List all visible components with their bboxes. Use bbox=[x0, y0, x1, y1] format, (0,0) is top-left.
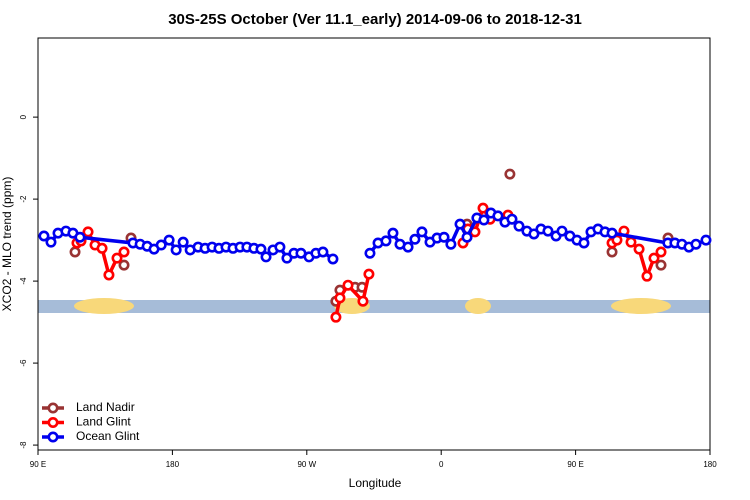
x-tick-label: 90 W bbox=[297, 460, 316, 469]
legend-marker bbox=[47, 402, 59, 414]
data-point bbox=[578, 237, 590, 249]
data-point bbox=[330, 311, 342, 323]
data-point bbox=[690, 238, 702, 250]
x-tick-label: 90 E bbox=[567, 460, 583, 469]
data-point bbox=[445, 238, 457, 250]
y-tick-label: 0 bbox=[19, 114, 28, 119]
data-point bbox=[506, 213, 518, 225]
data-point bbox=[260, 251, 272, 263]
y-tick-label: -4 bbox=[19, 277, 28, 285]
data-point bbox=[402, 241, 414, 253]
data-point bbox=[409, 233, 421, 245]
data-point bbox=[281, 252, 293, 264]
ocean-band bbox=[38, 300, 710, 313]
data-point bbox=[478, 214, 490, 226]
x-tick-label: 0 bbox=[439, 460, 444, 469]
land-area bbox=[74, 298, 134, 314]
legend-label: Land Glint bbox=[76, 415, 131, 429]
x-axis-label: Longitude bbox=[349, 476, 402, 490]
data-point bbox=[255, 243, 267, 255]
data-point bbox=[155, 239, 167, 251]
data-point bbox=[461, 231, 473, 243]
data-point bbox=[364, 247, 376, 259]
data-point bbox=[556, 225, 568, 237]
data-point bbox=[177, 236, 189, 248]
data-point bbox=[606, 246, 618, 258]
x-tick-label: 180 bbox=[166, 460, 180, 469]
legend-label: Ocean Glint bbox=[76, 429, 140, 443]
data-point bbox=[641, 270, 653, 282]
data-point bbox=[454, 218, 466, 230]
legend-marker bbox=[47, 416, 59, 428]
data-point bbox=[274, 241, 286, 253]
chart-title: 30S-25S October (Ver 11.1_early) 2014-09… bbox=[168, 11, 582, 28]
data-point bbox=[317, 246, 329, 258]
data-point bbox=[655, 246, 667, 258]
data-point bbox=[625, 236, 637, 248]
data-point bbox=[606, 227, 618, 239]
data-point bbox=[334, 292, 346, 304]
data-point bbox=[111, 252, 123, 264]
data-point bbox=[513, 220, 525, 232]
legend-marker bbox=[47, 431, 59, 443]
data-point bbox=[45, 236, 57, 248]
y-tick-label: -6 bbox=[19, 359, 28, 367]
data-point bbox=[655, 259, 667, 271]
y-tick-label: -2 bbox=[19, 195, 28, 203]
data-point bbox=[648, 252, 660, 264]
plot-frame bbox=[37, 37, 711, 451]
data-point bbox=[504, 168, 516, 180]
data-point bbox=[342, 279, 354, 291]
data-point bbox=[118, 246, 130, 258]
data-point bbox=[387, 227, 399, 239]
land-area bbox=[465, 298, 491, 314]
y-tick-label: -8 bbox=[19, 441, 28, 449]
data-point bbox=[82, 226, 94, 238]
data-point bbox=[542, 225, 554, 237]
data-point bbox=[69, 246, 81, 258]
data-point bbox=[611, 234, 623, 246]
data-point bbox=[327, 253, 339, 265]
data-point bbox=[633, 243, 645, 255]
x-tick-label: 180 bbox=[703, 460, 717, 469]
x-tick-label: 90 E bbox=[30, 460, 46, 469]
data-point bbox=[74, 231, 86, 243]
y-axis-label: XCO2 - MLO trend (ppm) bbox=[0, 177, 14, 312]
data-point bbox=[103, 269, 115, 281]
legend-label: Land Nadir bbox=[76, 400, 135, 414]
land-ocean-strip bbox=[38, 298, 710, 314]
data-point bbox=[528, 228, 540, 240]
data-point bbox=[380, 235, 392, 247]
data-point bbox=[700, 234, 712, 246]
data-point bbox=[357, 295, 369, 307]
land-area bbox=[611, 298, 671, 314]
data-point bbox=[38, 230, 50, 242]
data-point bbox=[163, 234, 175, 246]
data-point bbox=[492, 210, 504, 222]
data-point bbox=[118, 259, 130, 271]
data-point bbox=[96, 242, 108, 254]
data-point bbox=[438, 231, 450, 243]
data-point bbox=[363, 268, 375, 280]
data-point bbox=[416, 226, 428, 238]
data-point bbox=[170, 244, 182, 256]
data-point bbox=[477, 202, 489, 214]
